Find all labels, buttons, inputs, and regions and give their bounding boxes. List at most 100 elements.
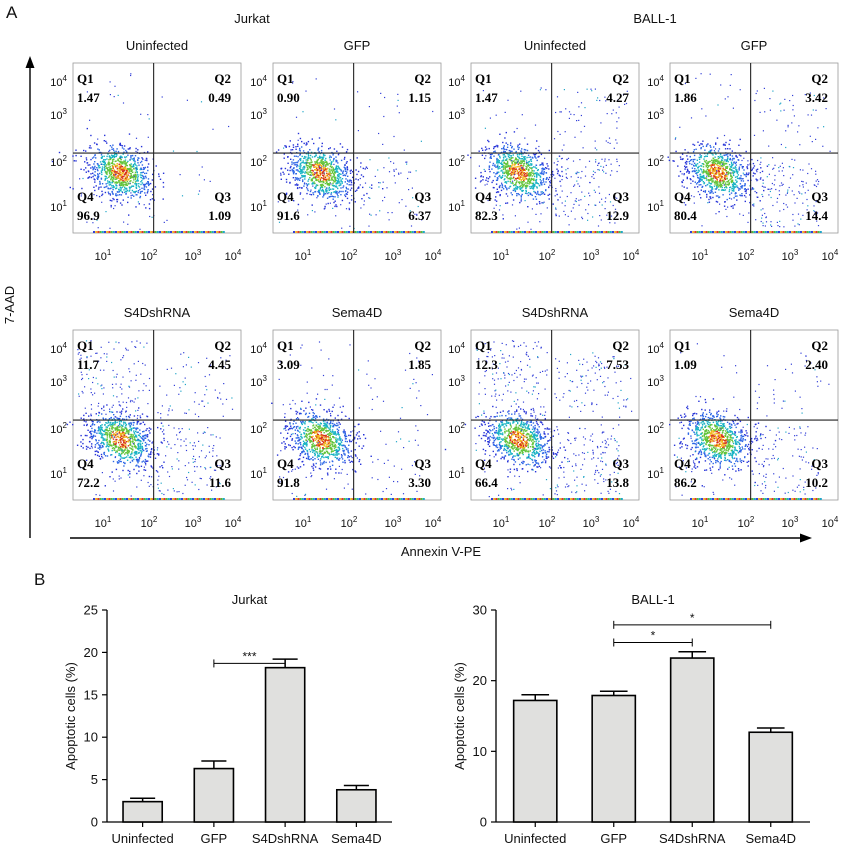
flow-event: [328, 170, 330, 172]
flow-event: [139, 231, 142, 233]
flow-event: [125, 168, 127, 170]
flow-event: [563, 210, 565, 212]
flow-event: [688, 172, 690, 174]
flow-event: [526, 149, 529, 152]
flow-event: [692, 158, 694, 161]
flow-event: [612, 231, 614, 233]
flow-event: [537, 192, 539, 194]
flow-event: [781, 184, 783, 186]
flow-event: [686, 176, 688, 179]
flow-event: [296, 161, 299, 164]
flow-event: [618, 117, 620, 119]
flow-event: [780, 182, 783, 184]
flow-event: [302, 150, 305, 152]
flow-event: [111, 161, 113, 164]
flow-event: [709, 185, 711, 187]
flow-event: [560, 185, 562, 187]
flow-event: [729, 84, 731, 86]
flow-event: [112, 431, 114, 433]
flow-event: [506, 174, 509, 177]
flow-event: [690, 117, 693, 119]
flow-event: [688, 161, 690, 163]
flow-event: [526, 186, 528, 188]
flow-event: [304, 175, 306, 177]
flow-event: [325, 203, 327, 205]
flow-event: [479, 181, 481, 183]
flow-event: [114, 153, 116, 155]
flow-event: [705, 231, 708, 233]
flow-event: [339, 231, 342, 233]
flow-event: [596, 231, 599, 233]
flow-event: [332, 196, 335, 198]
flow-event: [525, 189, 527, 192]
flow-event: [117, 175, 120, 177]
flow-event: [597, 164, 599, 166]
flow-scatter-points: [66, 340, 234, 497]
flow-event: [112, 174, 114, 177]
flow-event: [189, 231, 192, 233]
flow-event: [565, 108, 567, 110]
flow-event: [514, 215, 516, 217]
flow-event: [337, 171, 339, 173]
flow-event: [319, 179, 322, 181]
flow-event: [598, 231, 601, 233]
flow-event: [717, 169, 720, 172]
flow-event: [808, 231, 811, 233]
flow-event: [523, 177, 525, 179]
flow-event: [296, 183, 298, 185]
flow-event: [297, 209, 299, 211]
flow-event: [813, 94, 815, 97]
flow-event: [616, 121, 618, 123]
flow-event: [143, 184, 145, 186]
flow-event: [714, 183, 716, 185]
flow-event: [700, 168, 702, 170]
flow-event: [730, 198, 733, 200]
flow-event: [731, 169, 733, 171]
flow-event: [742, 172, 744, 174]
flow-event: [129, 470, 131, 473]
flow-event: [382, 200, 384, 202]
flow-event: [134, 177, 137, 179]
flow-event: [228, 125, 230, 128]
flow-event: [341, 182, 343, 184]
flow-event: [122, 408, 124, 410]
flow-event: [723, 172, 725, 174]
flow-event: [349, 159, 352, 161]
flow-event: [775, 231, 778, 233]
flow-event: [101, 201, 103, 203]
flow-event: [729, 153, 731, 156]
flow-event: [333, 169, 335, 171]
flow-event: [162, 172, 165, 174]
flow-event: [414, 231, 416, 233]
flow-event: [683, 202, 685, 204]
flow-event: [134, 445, 136, 447]
flow-event: [503, 172, 505, 175]
flow-event: [96, 432, 98, 434]
flow-event: [330, 162, 332, 165]
flow-event: [126, 450, 129, 453]
flow-event: [506, 163, 508, 165]
flow-event: [730, 175, 732, 178]
flow-event: [128, 189, 131, 192]
flow-event: [783, 175, 785, 177]
flow-event: [332, 182, 334, 184]
flow-event: [105, 211, 107, 213]
flow-event: [626, 90, 628, 92]
flow-event: [507, 99, 509, 101]
flow-event: [605, 100, 607, 102]
flow-event: [99, 458, 102, 460]
flow-event: [335, 215, 337, 217]
flow-event: [295, 169, 298, 171]
flow-event: [116, 164, 119, 167]
y-tick-label: 103: [50, 107, 67, 122]
flow-event: [495, 145, 497, 148]
flow-event: [693, 149, 695, 151]
flow-event: [513, 172, 515, 175]
flow-event: [310, 174, 312, 177]
flow-event: [161, 465, 163, 467]
flow-event: [734, 183, 737, 186]
flow-event: [107, 180, 109, 182]
flow-event: [132, 171, 134, 173]
flow-event: [120, 169, 122, 171]
flow-event: [302, 111, 304, 113]
